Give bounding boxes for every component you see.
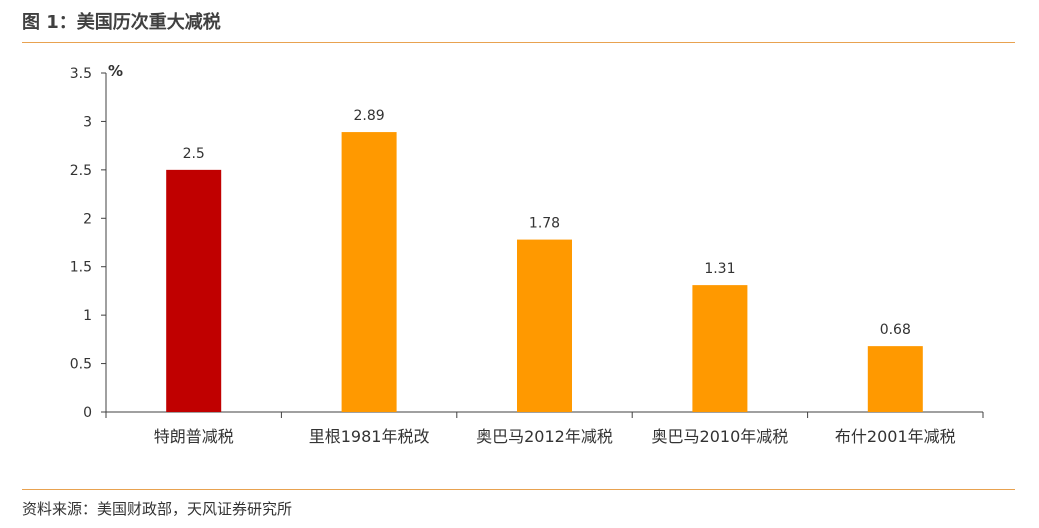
title-divider: [22, 42, 1015, 43]
value-label: 1.78: [529, 216, 560, 232]
footer-divider: [22, 489, 1015, 490]
y-tick-label: 2.5: [70, 163, 92, 179]
category-label: 奥巴马2010年减税: [652, 427, 789, 446]
bar: [341, 132, 397, 412]
chart-title: 图 1：美国历次重大减税: [22, 12, 221, 33]
y-tick-label: 1: [83, 308, 92, 324]
y-unit-label: %: [108, 62, 123, 80]
category-label: 奥巴马2012年减税: [476, 427, 613, 446]
value-label: 2.89: [354, 108, 385, 124]
y-tick-label: 3: [83, 114, 92, 130]
value-label: 1.31: [704, 261, 735, 277]
category-label: 布什2001年减税: [835, 427, 956, 446]
category-label: 里根1981年税改: [309, 427, 430, 446]
bar: [867, 346, 923, 412]
y-tick-label: 0.5: [70, 357, 92, 373]
bar: [517, 239, 572, 412]
y-tick-label: 0: [83, 405, 92, 421]
category-label: 特朗普减税: [154, 427, 234, 446]
value-label: 0.68: [880, 322, 911, 338]
y-tick-label: 1.5: [70, 260, 92, 276]
source-note: 资料来源：美国财政部，天风证券研究所: [22, 500, 293, 518]
y-tick-label: 2: [83, 211, 92, 227]
bar: [692, 285, 748, 412]
bar: [166, 169, 222, 412]
y-tick-label: 3.5: [70, 66, 92, 82]
value-label: 2.5: [183, 146, 205, 162]
bar-chart: % 0 0.5 1 1.5 2 2.5 3 3.5 2.5 特朗普减税 2.89 里根1981年税改 1.…: [70, 62, 984, 446]
